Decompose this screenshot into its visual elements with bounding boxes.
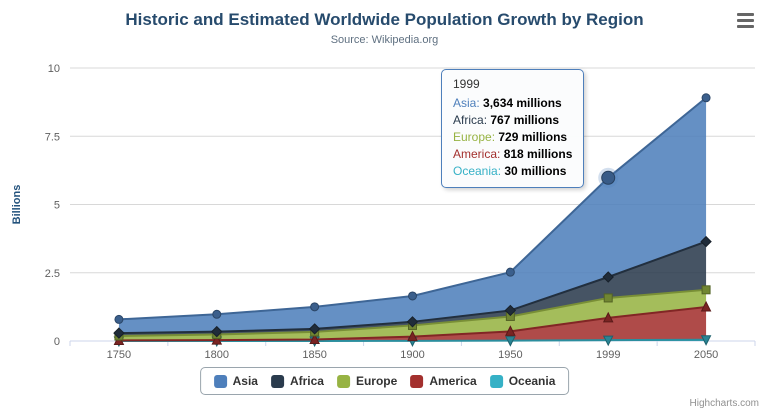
y-axis-label: 2.5 [45,268,60,280]
y-axis-label: 0 [54,336,60,348]
chart-title: Historic and Estimated Worldwide Populat… [125,10,644,29]
tooltip-value: 767 millions [490,113,560,127]
tooltip-value: 3,634 millions [483,96,562,110]
legend-label: Asia [232,374,258,388]
credits-link[interactable]: Highcharts.com [689,398,759,409]
tooltip-row: America818 millions [453,146,572,163]
y-axis-title: Billions [11,185,23,225]
tooltip-value: 30 millions [504,164,567,178]
tooltip-series-name: Oceania [453,164,504,178]
chart-subtitle: Source: Wikipedia.org [330,34,439,46]
legend: Asia Africa Europe America Oceania [199,367,570,395]
legend-swatch [213,374,227,388]
x-axis-label: 1800 [205,349,229,361]
x-axis-label: 1999 [596,349,620,361]
legend-swatch [336,374,350,388]
legend-item-america[interactable]: America [410,374,477,388]
series-markers-asia[interactable] [114,93,711,324]
y-axis-label: 7.5 [45,131,60,143]
tooltip-row: Oceania30 millions [453,163,572,180]
x-axis-label: 1950 [498,349,522,361]
series-area-asia[interactable] [118,97,707,334]
legend-item-europe[interactable]: Europe [336,374,398,388]
tooltip-series-name: Asia [453,96,483,110]
x-axis-label: 1850 [302,349,326,361]
tooltip-series-name: Europe [453,130,498,144]
series-markers-africa[interactable] [113,235,712,339]
plot-area: 0 2.5 5 7.5 10 1750 1800 1850 1900 1950 1999 2050 Bi… [11,63,756,361]
legend-swatch [270,374,284,388]
tooltip: 1999 Asia3,634 millions Africa767 millio… [441,69,585,188]
legend-item-africa[interactable]: Africa [270,374,324,388]
legend-item-asia[interactable]: Asia [213,374,258,388]
legend-swatch [489,374,503,388]
x-axis-label: 2050 [694,349,718,361]
tooltip-row: Africa767 millions [453,112,572,129]
hamburger-menu-icon [737,13,754,28]
legend-label: Oceania [508,374,556,388]
x-axis-label: 1900 [400,349,424,361]
tooltip-header: 1999 [453,77,480,91]
series-area-america[interactable] [118,306,707,341]
legend-label: America [429,374,477,388]
tooltip-series-name: Africa [453,113,490,127]
hover-marker[interactable] [601,170,616,185]
legend-swatch [410,374,424,388]
tooltip-row: Asia3,634 millions [453,95,572,112]
context-menu-button[interactable] [737,13,754,29]
tooltip-value: 729 millions [498,130,568,144]
legend-item-oceania[interactable]: Oceania [489,374,556,388]
tooltip-series-name: America [453,147,504,161]
tooltip-row: Europe729 millions [453,129,572,146]
series-area-africa[interactable] [118,241,707,337]
y-axis-label: 5 [54,200,60,212]
legend-label: Africa [289,374,324,388]
tooltip-value: 818 millions [503,147,573,161]
legend-label: Europe [355,374,398,388]
y-axis-label: 10 [48,63,60,75]
x-axis-label: 1750 [107,349,131,361]
